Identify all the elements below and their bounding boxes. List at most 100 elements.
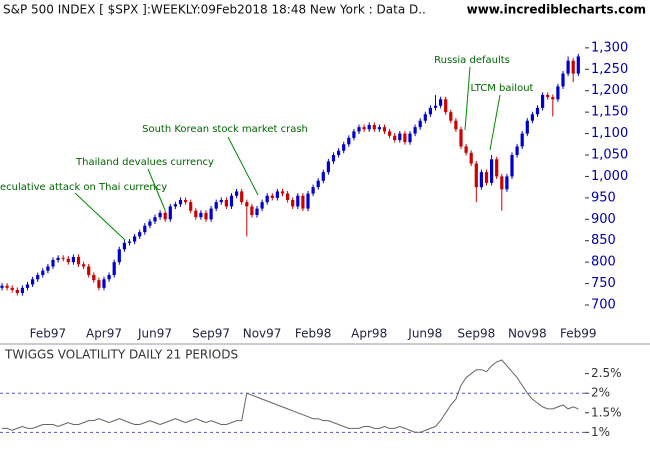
y-tick-label: 800 bbox=[591, 255, 616, 270]
candle-body bbox=[510, 155, 514, 177]
panel-title: TWIGGS VOLATILITY DAILY 21 PERIODS bbox=[4, 348, 238, 362]
candle-body bbox=[265, 195, 269, 203]
candle-body bbox=[454, 120, 458, 130]
candle-body bbox=[10, 287, 14, 290]
candle-body bbox=[357, 127, 361, 132]
candle-body bbox=[286, 193, 290, 200]
candle-body bbox=[525, 120, 529, 134]
candle-body bbox=[291, 200, 295, 207]
candle-body bbox=[87, 266, 91, 275]
candle-body bbox=[5, 285, 9, 288]
candle-body bbox=[301, 195, 305, 209]
candle-body bbox=[382, 127, 387, 132]
candle-body bbox=[500, 176, 504, 190]
candle-body bbox=[122, 242, 126, 250]
candle-body bbox=[556, 86, 560, 100]
candle-body bbox=[173, 204, 177, 207]
candle-body bbox=[15, 290, 19, 293]
candle-body bbox=[102, 279, 106, 288]
candle-body bbox=[97, 280, 101, 288]
candle-body bbox=[495, 159, 499, 177]
y-tick-label: 750 bbox=[591, 276, 616, 291]
annotation: Thailand devalues currency bbox=[75, 157, 214, 168]
y-tick-label: 1% bbox=[591, 425, 610, 439]
x-tick-label: Jun97 bbox=[137, 327, 172, 341]
candle-body bbox=[82, 264, 86, 267]
candle-body bbox=[484, 172, 489, 183]
candle-body bbox=[342, 144, 346, 151]
candle-body bbox=[337, 150, 341, 155]
candle-body bbox=[393, 135, 397, 140]
candle-body bbox=[296, 195, 300, 207]
candle-body bbox=[541, 95, 545, 108]
candle-body bbox=[464, 146, 468, 153]
candle-body bbox=[459, 129, 463, 147]
candle-body bbox=[158, 212, 162, 218]
candle-body bbox=[229, 195, 234, 207]
candle-body bbox=[260, 202, 264, 209]
candle-body bbox=[214, 202, 218, 209]
candle-body bbox=[275, 191, 279, 198]
y-tick-label: 950 bbox=[591, 190, 616, 205]
candle-body bbox=[61, 257, 65, 259]
candle-body bbox=[321, 172, 325, 181]
volatility-line bbox=[2, 359, 579, 433]
x-tick-label: Apr97 bbox=[86, 327, 122, 341]
candle-body bbox=[31, 279, 35, 285]
y-tick-label: 1,100 bbox=[591, 126, 628, 141]
x-tick-label: Nov98 bbox=[508, 327, 547, 341]
y-tick-label: 850 bbox=[591, 233, 616, 248]
candle-body bbox=[204, 212, 208, 220]
annotation: LTCM bailout bbox=[471, 83, 534, 94]
candle-body bbox=[245, 202, 249, 207]
candle-body bbox=[326, 161, 330, 173]
candle-body bbox=[423, 114, 427, 121]
chart-title: S&P 500 INDEX [ $SPX ]:WEEKLY:09Feb2018 … bbox=[3, 3, 426, 17]
y-tick-label: 700 bbox=[591, 298, 616, 313]
candle-body bbox=[571, 60, 575, 74]
candle-body bbox=[36, 275, 40, 280]
candle-body bbox=[199, 212, 203, 218]
candle-body bbox=[551, 97, 555, 100]
candle-body bbox=[428, 107, 432, 115]
candle-body bbox=[418, 120, 422, 128]
candle-body bbox=[117, 249, 121, 263]
annotation-pointer bbox=[489, 94, 501, 151]
annotation-pointer bbox=[74, 192, 126, 241]
candle-body bbox=[194, 210, 198, 218]
candle-body bbox=[311, 187, 315, 194]
candle-body bbox=[224, 200, 228, 207]
candle-body bbox=[449, 112, 453, 121]
y-tick-label: 1,150 bbox=[591, 105, 628, 120]
candle-body bbox=[469, 152, 473, 164]
candle-body bbox=[112, 262, 116, 275]
candle-body bbox=[148, 221, 152, 226]
candle-body bbox=[92, 275, 96, 281]
candle-body bbox=[219, 200, 223, 203]
candle-body bbox=[566, 60, 570, 74]
candle-body bbox=[250, 206, 254, 215]
candle-body bbox=[398, 133, 402, 140]
candle-body bbox=[76, 257, 81, 265]
candle-body bbox=[388, 131, 392, 136]
candle-body bbox=[209, 208, 213, 220]
candle-body bbox=[367, 125, 371, 130]
candle-body bbox=[240, 191, 244, 203]
candle-body bbox=[377, 127, 381, 130]
candle-body bbox=[153, 217, 157, 222]
candle-body bbox=[535, 107, 540, 115]
candle-body bbox=[51, 260, 55, 267]
x-tick-label: Nov97 bbox=[243, 327, 282, 341]
candle-body bbox=[576, 56, 580, 74]
y-tick-label: 1,200 bbox=[591, 83, 628, 98]
x-tick-label: Feb97 bbox=[30, 327, 67, 341]
y-tick-label: 1.5% bbox=[591, 405, 622, 419]
candle-body bbox=[235, 191, 239, 196]
candle-body bbox=[561, 73, 565, 87]
candle-body bbox=[439, 99, 443, 106]
y-tick-label: 900 bbox=[591, 212, 616, 227]
y-tick-label: 1,250 bbox=[591, 62, 628, 77]
y-tick-label: 1,300 bbox=[591, 40, 628, 55]
